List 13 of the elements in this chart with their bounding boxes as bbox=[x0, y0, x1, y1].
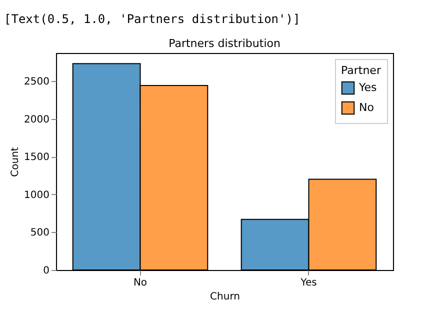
y-tick-label: 2000 bbox=[24, 114, 50, 126]
y-axis-title: Count bbox=[10, 147, 22, 177]
y-tick-label: 1500 bbox=[24, 152, 50, 164]
legend-label: No bbox=[359, 101, 374, 114]
y-tick-label: 2500 bbox=[24, 76, 50, 88]
y-tick-label: 0 bbox=[43, 266, 50, 276]
y-tick-label: 500 bbox=[30, 228, 50, 239]
legend-label: Yes bbox=[358, 81, 378, 94]
chart-title: Partners distribution bbox=[168, 37, 280, 50]
legend-title: Partner bbox=[341, 64, 382, 77]
y-tick-label: 1000 bbox=[24, 190, 50, 201]
x-axis-title: Churn bbox=[210, 292, 240, 302]
text: [Text(0.5, 1.0, 'Partners distribution')] bbox=[4, 12, 300, 26]
